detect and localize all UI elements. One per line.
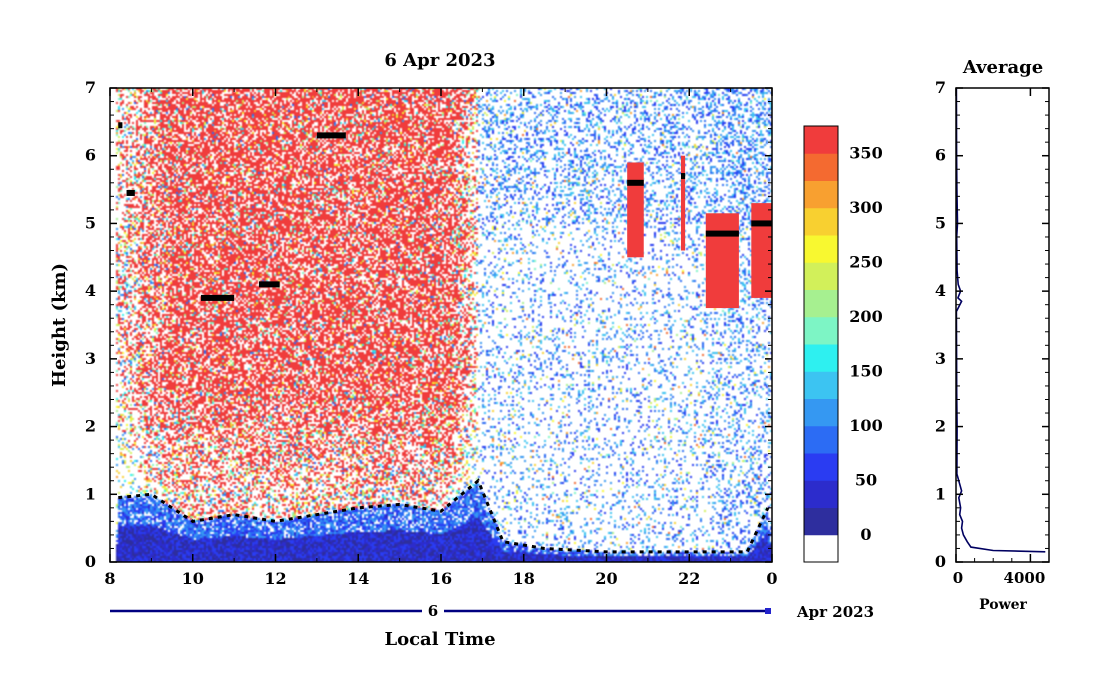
y-tick-label: 1 — [85, 484, 96, 503]
heatmap-image — [110, 88, 772, 562]
colorbar-cell — [804, 262, 838, 290]
main-x-ticks: 8 10 12 14 16 18 20 22 0 — [104, 88, 778, 588]
average-y-tick-label: 2 — [935, 417, 946, 436]
colorbar-cells — [804, 126, 838, 563]
cloud-echo — [680, 155, 686, 251]
average-y-tick-label: 6 — [935, 146, 946, 165]
cloud-base-marker — [126, 189, 135, 196]
colorbar-tick-label: 300 — [849, 198, 882, 217]
colorbar-cell — [804, 126, 838, 154]
colorbar-cell — [804, 153, 838, 181]
x-tick-label: 8 — [104, 569, 115, 588]
colorbar-tick-label: 100 — [849, 416, 882, 435]
y-tick-label: 3 — [85, 349, 96, 368]
colorbar-cell — [804, 235, 838, 263]
colorbar-cell — [804, 425, 838, 454]
colorbar-cell — [804, 480, 838, 508]
colorbar-cell — [804, 371, 838, 399]
average-panel: Average 0 1 2 3 4 5 6 7 0 4000 Power — [935, 57, 1050, 613]
y-tick-label: 4 — [85, 281, 96, 300]
cloud-base-marker — [627, 179, 644, 186]
heatmap-cells — [110, 88, 772, 562]
colorbar-cell — [804, 316, 838, 345]
colorbar-tick-label: 200 — [849, 307, 882, 326]
colorbar-cell — [804, 180, 838, 209]
y-tick-label: 5 — [85, 213, 96, 232]
cloud-echo — [627, 162, 644, 258]
colorbar-frame — [803, 125, 839, 563]
cloud-base-marker — [751, 220, 772, 227]
colorbar-tick-label: 250 — [849, 252, 882, 271]
average-y-tick-label: 5 — [935, 213, 946, 232]
cloud-base-marker — [118, 122, 123, 129]
x-tick-label: 14 — [347, 569, 369, 588]
cloud-base-marker — [680, 173, 686, 180]
y-tick-label: 7 — [85, 78, 96, 97]
colorbar-tick-label: 0 — [860, 525, 871, 544]
x-tick-label: 18 — [513, 569, 535, 588]
colorbar-cell — [804, 207, 838, 236]
colorbar-tick-label: 350 — [849, 143, 882, 162]
x-tick-label: 22 — [678, 569, 700, 588]
cloud-base-marker — [201, 294, 235, 301]
colorbar-cell — [804, 534, 838, 563]
date-day-label: 6 — [428, 602, 438, 620]
average-profile-line — [956, 88, 1046, 553]
cloud-base-marker — [705, 230, 739, 237]
boundary-layer-top-markers — [118, 478, 770, 554]
average-y-ticks: 0 1 2 3 4 5 6 7 — [935, 78, 1049, 571]
average-title: Average — [962, 57, 1043, 78]
y-axis-label: Height (km) — [49, 263, 70, 387]
average-x-tick-label: 0 — [953, 569, 963, 587]
colorbar-cell — [804, 453, 838, 481]
x-tick-label: 12 — [264, 569, 286, 588]
average-frame — [955, 87, 1050, 563]
colorbar-tick-labels: 0 50 100 150 200 250 300 350 — [849, 143, 882, 544]
colorbar-tick-label: 50 — [855, 470, 877, 489]
cloud-base-marker — [316, 132, 346, 139]
x-tick-label: 16 — [430, 569, 452, 588]
colorbar-cell — [804, 507, 838, 536]
date-bar-end — [765, 608, 771, 614]
y-tick-label: 0 — [85, 552, 96, 571]
colorbar-tick-label: 150 — [849, 361, 882, 380]
colorbar-cell — [804, 289, 838, 318]
date-month-label: Apr 2023 — [796, 603, 874, 621]
cloud-base-marker — [258, 281, 280, 288]
average-x-label: Power — [979, 597, 1027, 613]
average-y-tick-label: 7 — [935, 78, 946, 97]
y-tick-label: 2 — [85, 417, 96, 436]
cloud-echo — [705, 213, 739, 309]
average-y-tick-label: 0 — [935, 552, 946, 571]
colorbar-cell — [804, 398, 838, 427]
y-tick-label: 6 — [85, 146, 96, 165]
x-axis-label: Local Time — [384, 629, 495, 650]
average-x-ticks: 0 4000 — [953, 88, 1045, 587]
main-y-ticks: 0 1 2 3 4 5 6 7 — [85, 78, 772, 571]
x-tick-label: 20 — [595, 569, 617, 588]
date-bar-label-bg — [422, 602, 444, 620]
average-y-tick-label: 4 — [935, 281, 946, 300]
average-y-tick-label: 3 — [935, 349, 946, 368]
x-tick-label: 0 — [766, 569, 777, 588]
average-x-tick-label: 4000 — [1004, 569, 1046, 587]
colorbar: 0 50 100 150 200 250 300 350 — [803, 125, 883, 563]
cloud-echo — [751, 203, 772, 298]
main-title: 6 Apr 2023 — [384, 50, 495, 71]
heatmap-features — [118, 122, 772, 554]
average-y-tick-label: 1 — [935, 484, 946, 503]
x-tick-label: 10 — [182, 569, 204, 588]
colorbar-cell — [804, 344, 838, 372]
